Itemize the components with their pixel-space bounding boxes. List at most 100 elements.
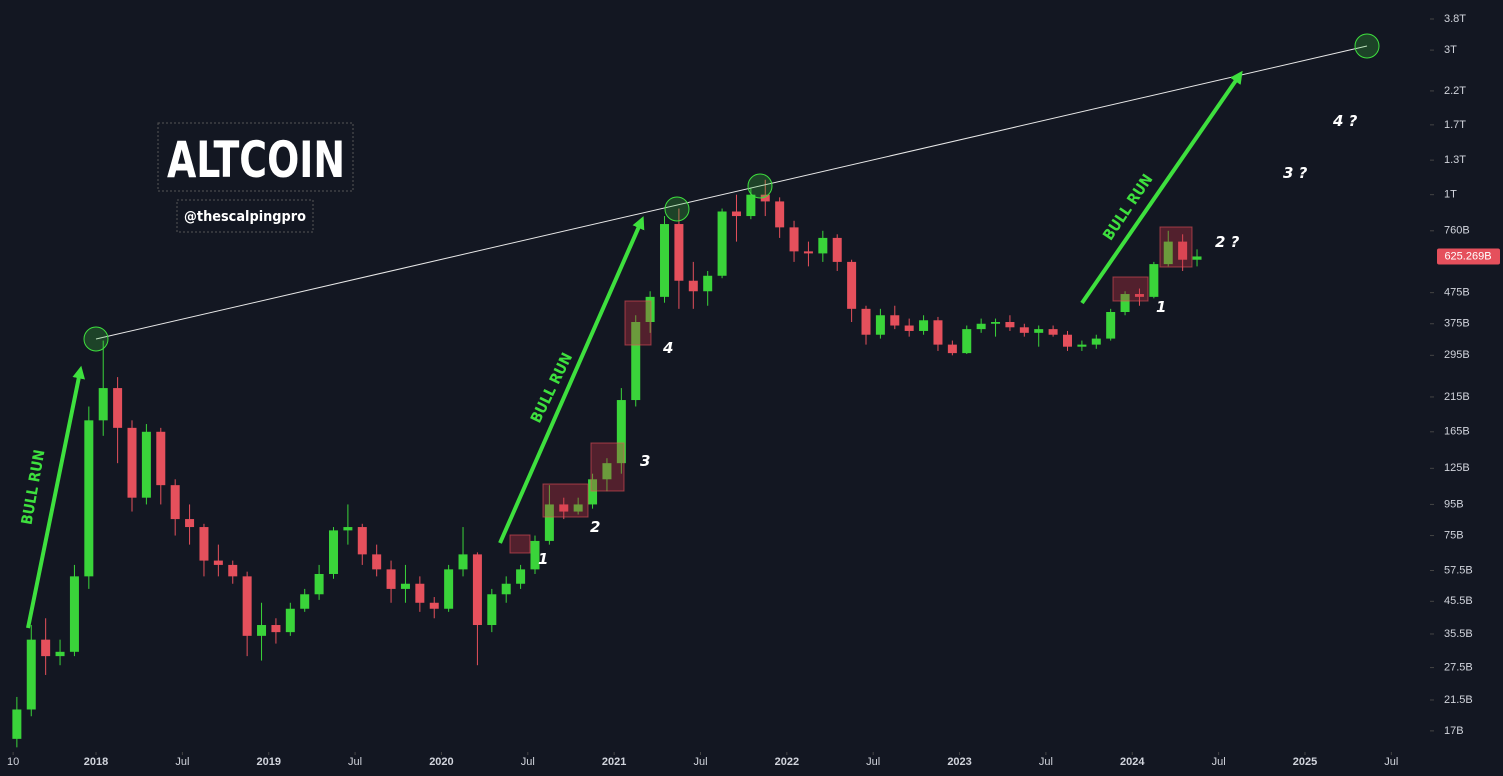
boxes [509,226,1193,554]
annotation: 1 [1156,298,1166,316]
peak-circle [747,173,773,199]
subtitle-box [176,199,314,233]
candle-body [357,527,367,555]
annotation: 2 ? [1215,233,1240,251]
candle-body [760,194,770,202]
candle-body [688,280,698,292]
candle-body [400,583,410,589]
candle-body [674,224,684,281]
chart-subtitle: @thescalpingpro [184,209,306,225]
candle-body [703,275,713,292]
candle-body [98,388,108,421]
x-tick-label: 10 [7,756,19,768]
arrow [1080,70,1243,305]
annotation: 3 [640,452,650,470]
candle-body [372,554,382,570]
candle-body [41,639,51,657]
annotation: 2 [590,518,600,536]
candle-body [1005,322,1015,328]
candle-body [228,564,238,577]
box [624,300,652,346]
candle-body [645,296,655,323]
candle-body [300,594,310,609]
price-label: 625.269B [1444,250,1491,262]
y-tick-label: 3.8T [1444,13,1466,25]
y-tick-label: 165B [1444,426,1470,438]
candle-body [285,608,295,633]
annotation: 4 ? [1332,112,1358,130]
box [590,442,625,492]
candle-body [1077,344,1087,347]
candle-body [141,431,151,498]
candle-body [516,569,526,584]
y-tick-label: 295B [1444,349,1470,361]
candle-body [1163,241,1173,265]
candle-body [890,315,900,326]
candle-body [472,554,482,626]
x-tick-label: 2022 [775,756,799,768]
candle-body [257,625,267,636]
candle-body [530,540,540,570]
candle-body [962,329,972,354]
candle-body [12,709,22,739]
x-tick-label: Jul [521,756,535,768]
candle-body [1120,294,1130,313]
candle-body [1134,294,1144,297]
annotation: 4 [662,339,673,357]
candle-body [1178,241,1188,260]
candle-body [904,325,914,331]
box [1112,276,1149,302]
x-tick-label: Jul [1039,756,1053,768]
y-tick-label: 75B [1444,529,1464,541]
y-tick-label: 57.5B [1444,564,1473,576]
candle-body [328,530,338,574]
candle-body [199,527,209,561]
chart-title: ALTCOIN [167,131,345,189]
y-tick-label: 21.5B [1444,694,1473,706]
x-tick-label: Jul [866,756,880,768]
y-tick-label: 1.7T [1444,119,1466,131]
y-tick-label: 760B [1444,225,1470,237]
candle-body [314,573,324,595]
candle-body [458,554,468,570]
arrow [498,216,645,544]
candle-body [602,463,612,480]
candle-body [588,479,598,505]
candle-body [717,211,727,276]
candle-body [803,251,813,254]
x-tick-label: 2021 [602,756,626,768]
x-tick-label: Jul [693,756,707,768]
y-tick-label: 475B [1444,287,1470,299]
candle-body [127,427,137,498]
candle-body [818,237,828,254]
candle-body [789,227,799,252]
candle-body [113,388,123,428]
candle-body [991,322,1001,324]
candle-body [242,576,252,636]
x-tick-label: Jul [1212,756,1226,768]
x-tick-label: 2018 [84,756,108,768]
candle-body [775,201,785,228]
x-tick-label: 2023 [947,756,971,768]
candle-body [69,576,79,652]
annotation: 3 ? [1283,164,1308,182]
title-box [157,122,354,192]
candle-body [847,261,857,309]
candle-body [660,224,670,297]
y-tick-label: 2.2T [1444,85,1466,97]
y-tick-label: 17B [1444,725,1464,737]
annotation: 1 [538,550,548,568]
target-circle [1354,33,1380,59]
candle-body [559,504,569,512]
x-tick-label: 2025 [1293,756,1317,768]
y-tick-label: 1.3T [1444,154,1466,166]
candle-body [501,583,511,595]
candle-body [415,583,425,603]
y-tick-label: 1T [1444,189,1457,201]
candle-body [156,431,166,486]
box [542,483,589,518]
y-tick-label: 215B [1444,391,1470,403]
candle-body [429,602,439,609]
candle-body [1062,334,1072,347]
